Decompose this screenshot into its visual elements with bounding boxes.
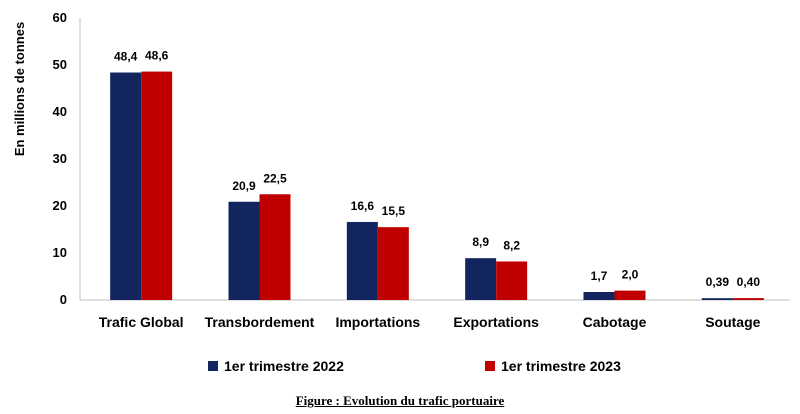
y-tick-label: 20 [53,198,67,213]
bar-chart: 0 10 20 30 40 50 60 En millions de tonnes 48,4 48… [12,10,790,330]
data-label: 8,9 [472,235,489,249]
legend-swatch-2023 [485,361,495,371]
bar-2022 [228,201,260,300]
data-label: 15,5 [382,204,406,218]
data-label: 0,39 [706,275,730,289]
legend-swatch-2022 [208,361,218,371]
category-label: Cabotage [583,314,647,330]
data-label: 2,0 [622,268,639,282]
category-label: Trafic Global [99,314,184,330]
data-label: 1,7 [591,269,608,283]
bar-2022 [346,221,378,300]
bar-2022 [583,292,615,300]
y-tick-label: 50 [53,57,67,72]
bar-2022 [110,72,142,301]
data-label: 48,4 [114,50,138,64]
bar-2023 [141,71,173,300]
y-tick-label: 30 [53,151,67,166]
y-tick-label: 60 [53,10,67,25]
category-label: Transbordement [205,314,315,330]
y-tick-label: 10 [53,245,67,260]
category-label: Soutage [705,314,760,330]
bar-2022 [701,298,733,300]
bar-2023 [259,194,291,300]
y-tick-label: 0 [60,292,67,307]
bar-2023 [377,227,409,300]
bar-2023 [496,261,528,300]
legend: 1er trimestre 2022 1er trimestre 2023 [0,358,800,378]
bar-2022 [465,258,497,300]
data-label: 20,9 [232,179,256,193]
y-axis-label: En millions de tonnes [12,22,27,156]
data-label: 8,2 [503,238,520,252]
data-label: 48,6 [145,49,169,63]
bar-2023 [614,290,646,300]
data-label: 22,5 [263,171,287,185]
legend-label-2023: 1er trimestre 2023 [501,358,621,374]
legend-item-2023: 1er trimestre 2023 [485,358,621,374]
legend-item-2022: 1er trimestre 2022 [208,358,344,374]
bar-2023 [732,298,764,300]
figure-caption: Figure : Evolution du trafic portuaire [295,393,505,408]
category-label: Exportations [453,314,539,330]
data-label: 0,40 [737,275,761,289]
category-label: Importations [335,314,420,330]
y-tick-label: 40 [53,104,67,119]
data-label: 16,6 [351,199,375,213]
legend-label-2022: 1er trimestre 2022 [224,358,344,374]
